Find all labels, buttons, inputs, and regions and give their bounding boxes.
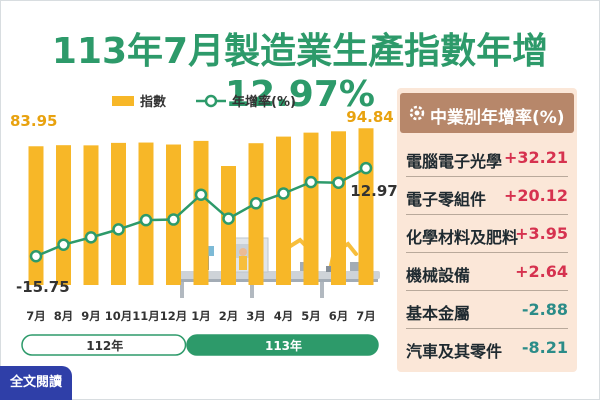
x-tick-label: 6月 — [329, 309, 349, 323]
x-tick-label: 7月 — [356, 309, 376, 323]
growth-point-5 — [139, 213, 153, 227]
industry-row: 機械設備 +2.64 — [406, 254, 568, 291]
chart-legend: 指數 年增率(%) — [112, 94, 296, 110]
read-full-text-button[interactable]: 全文閱讀 — [0, 366, 72, 400]
page-title: 113年7月製造業生產指數年增12.97% — [51, 31, 549, 115]
industry-row: 汽車及其零件 -8.21 — [406, 330, 568, 366]
industry-row: 電子零組件 +20.12 — [406, 178, 568, 215]
x-tick-label: 10月 — [105, 309, 133, 323]
read-full-text-label: 全文閱讀 — [9, 375, 62, 390]
growth-point-3 — [84, 231, 98, 244]
industry-name: 電腦電子光學 — [406, 152, 503, 171]
growth-point-4 — [112, 223, 125, 236]
legend-swatch-bar — [112, 96, 134, 106]
year-axis-groups: 112年 113年 — [21, 334, 379, 356]
bar-index-11 — [303, 132, 319, 285]
growth-point-2 — [57, 238, 70, 251]
x-tick-label: 9月 — [81, 309, 101, 323]
industry-growth-panel-header: 中業別年增率(%) — [400, 93, 574, 133]
bar-index-5 — [138, 142, 154, 285]
x-axis-ticks: 7月 8月 9月 10月 11月 12月 1月 2月 3月 4月 5月 6月 7月 — [26, 309, 376, 323]
bar-index-1 — [28, 146, 44, 285]
industry-growth-value: +20.12 — [503, 186, 568, 205]
growth-point-11 — [304, 175, 318, 189]
data-label-first-line: -15.75 — [16, 278, 70, 296]
x-tick-label: 1月 — [191, 309, 211, 323]
growth-point-1 — [29, 249, 43, 263]
bar-index-7 — [193, 140, 209, 285]
bar-index-3 — [83, 145, 99, 285]
growth-point-7 — [194, 188, 208, 201]
growth-point-10 — [277, 187, 290, 200]
growth-point-6 — [167, 213, 180, 226]
industry-row: 化學材料及肥料 +3.95 — [406, 216, 568, 253]
industry-growth-value: +3.95 — [515, 224, 568, 243]
industry-name: 電子零組件 — [406, 190, 487, 209]
data-labels: 83.95 94.84 -15.75 12.97 — [10, 108, 398, 296]
year-group-bar — [186, 334, 379, 356]
legend-label-growth: 年增率(%) — [232, 94, 296, 110]
industry-name: 基本金屬 — [406, 304, 471, 323]
growth-point-13 — [359, 161, 373, 175]
data-label-last-bar: 94.84 — [346, 108, 393, 126]
year-group-label: 113年 — [265, 338, 302, 353]
gear-chart-icon — [409, 105, 425, 121]
x-tick-label: 12月 — [160, 309, 188, 323]
bar-index-10 — [276, 136, 291, 285]
x-tick-label: 2月 — [219, 309, 239, 323]
line-series-growth — [29, 161, 373, 263]
industry-name: 化學材料及肥料 — [406, 228, 519, 247]
year-group-label: 112年 — [86, 338, 123, 353]
year-group-bar — [21, 334, 187, 356]
industry-name: 汽車及其零件 — [406, 342, 503, 361]
industry-growth-value: +2.64 — [515, 262, 568, 281]
bar-index-12 — [331, 131, 346, 285]
industry-row: 電腦電子光學 +32.21 — [406, 140, 568, 177]
x-tick-label: 8月 — [54, 309, 74, 323]
industry-name: 機械設備 — [406, 266, 471, 285]
bar-index-4 — [111, 142, 126, 285]
x-tick-label: 11月 — [132, 309, 160, 323]
data-label-first-bar: 83.95 — [10, 112, 57, 130]
growth-point-9 — [249, 197, 263, 210]
industry-growth-value: -2.88 — [521, 300, 568, 319]
x-tick-label: 5月 — [301, 309, 321, 323]
growth-point-12 — [332, 176, 345, 189]
bar-index-8 — [221, 166, 236, 285]
industry-row: 基本金屬 -2.88 — [406, 292, 568, 329]
x-tick-label: 3月 — [246, 309, 266, 323]
growth-point-8 — [222, 212, 235, 225]
data-label-last-line: 12.97 — [350, 182, 397, 200]
legend-swatch-marker — [204, 94, 218, 108]
bar-index-2 — [56, 145, 71, 285]
x-tick-label: 7月 — [26, 309, 46, 323]
industry-growth-panel-title: 中業別年增率(%) — [430, 108, 565, 128]
legend-label-index: 指數 — [140, 94, 166, 110]
bar-index-13 — [358, 128, 374, 285]
x-tick-label: 4月 — [274, 309, 294, 323]
bar-index-9 — [248, 143, 264, 285]
industry-growth-value: +32.21 — [503, 148, 568, 167]
industry-growth-value: -8.21 — [521, 338, 568, 357]
industry-growth-panel — [397, 88, 577, 372]
bar-series-index — [28, 128, 374, 285]
